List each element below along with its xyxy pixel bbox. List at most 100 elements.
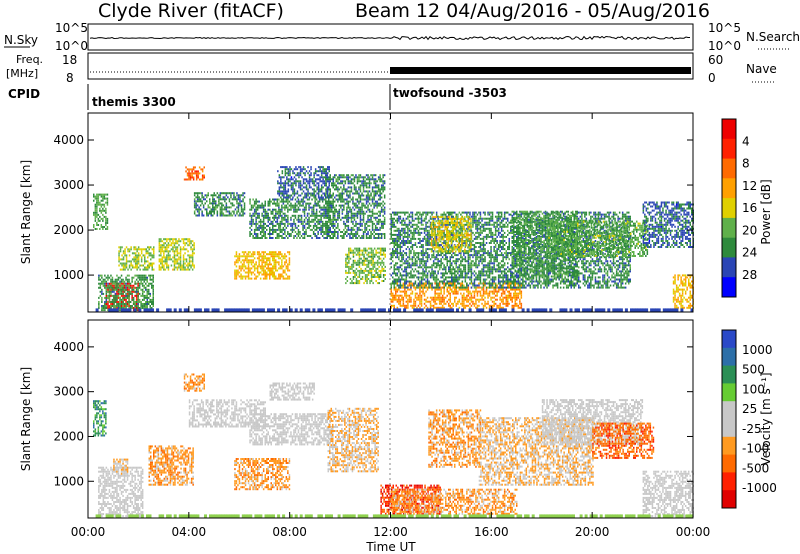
power-cell	[289, 180, 291, 183]
power-cell	[416, 306, 418, 309]
power-cell	[396, 250, 399, 253]
power-cell	[295, 168, 297, 171]
power-cell	[275, 267, 277, 270]
power-cell	[172, 248, 174, 251]
power-cell	[395, 296, 397, 299]
power-cell	[317, 174, 320, 177]
power-cell	[218, 196, 220, 199]
power-cell	[340, 235, 342, 237]
power-cell	[360, 269, 362, 272]
power-cell	[269, 200, 271, 203]
power-cell	[163, 252, 165, 255]
power-cell	[134, 262, 137, 265]
power-cell	[255, 267, 257, 270]
power-cell	[321, 231, 324, 233]
power-cell	[314, 190, 317, 193]
power-cell	[105, 288, 108, 291]
power-cell	[372, 265, 374, 268]
power-cell	[475, 298, 477, 301]
power-cell	[247, 263, 250, 266]
power-cell	[435, 298, 438, 301]
power-cell	[328, 233, 330, 235]
power-cell	[372, 276, 374, 278]
power-cell	[437, 306, 439, 309]
power-cell	[198, 214, 200, 217]
power-cell	[269, 253, 271, 256]
power-cell	[105, 296, 108, 299]
power-cell	[420, 304, 423, 307]
power-cell	[361, 184, 363, 187]
power-cell	[148, 274, 150, 277]
power-cell	[358, 247, 361, 250]
power-cell	[250, 222, 253, 225]
power-cell	[151, 303, 153, 305]
power-cell	[393, 266, 395, 269]
power-cell	[116, 288, 118, 291]
power-cell	[276, 255, 279, 258]
power-cell	[197, 176, 199, 179]
power-cell	[368, 198, 371, 201]
power-cell	[373, 216, 375, 219]
power-cell	[393, 286, 395, 289]
power-cell	[305, 222, 307, 225]
power-cell	[359, 196, 362, 199]
power-cell	[184, 242, 186, 245]
power-cell	[198, 172, 201, 175]
power-cell	[320, 208, 322, 211]
power-cell	[193, 248, 195, 251]
power-cell	[294, 208, 297, 211]
power-cell	[396, 300, 399, 303]
power-cell	[405, 278, 408, 281]
power-cell	[346, 192, 348, 195]
power-cell	[358, 261, 361, 264]
power-cell	[393, 268, 395, 271]
power-cell	[140, 258, 143, 261]
power-cell	[151, 264, 153, 267]
power-cell	[304, 168, 306, 171]
power-cell	[145, 252, 147, 255]
power-cell	[392, 223, 394, 226]
power-cell	[218, 204, 220, 207]
power-cell	[253, 200, 256, 203]
power-cell	[272, 259, 274, 262]
power-cell	[500, 300, 503, 303]
power-cell	[395, 240, 397, 242]
power-cell	[466, 298, 468, 301]
power-cell	[252, 251, 254, 254]
power-cell	[454, 282, 456, 285]
power-cell	[182, 246, 185, 249]
power-cell	[329, 180, 331, 183]
power-cell	[195, 172, 198, 175]
power-cell	[122, 252, 125, 255]
power-cell	[420, 298, 423, 301]
power-cell	[196, 198, 199, 201]
power-cell	[293, 192, 296, 195]
power-cell	[266, 273, 268, 276]
power-cell	[125, 284, 127, 287]
power-cell	[256, 271, 259, 274]
power-cell	[237, 210, 240, 213]
power-cell	[151, 307, 153, 309]
power-cell	[123, 280, 126, 283]
power-cell	[520, 290, 523, 293]
power-cell	[396, 227, 399, 230]
power-cell	[334, 216, 336, 219]
power-cell	[284, 216, 286, 219]
power-cell	[116, 284, 118, 287]
power-cell	[256, 251, 259, 254]
power-cell	[269, 208, 271, 211]
power-cell	[135, 286, 138, 289]
power-cell	[145, 260, 147, 263]
power-cell	[285, 265, 288, 268]
power-cell	[332, 176, 334, 179]
power-cell	[367, 214, 369, 217]
power-cell	[376, 237, 378, 239]
power-cell	[353, 212, 356, 215]
power-cell	[106, 226, 109, 228]
power-cell	[280, 178, 282, 181]
power-cell	[278, 210, 280, 213]
power-cell	[399, 282, 402, 285]
power-cell	[107, 282, 109, 285]
power-cell	[285, 206, 288, 209]
power-cell	[410, 215, 412, 218]
